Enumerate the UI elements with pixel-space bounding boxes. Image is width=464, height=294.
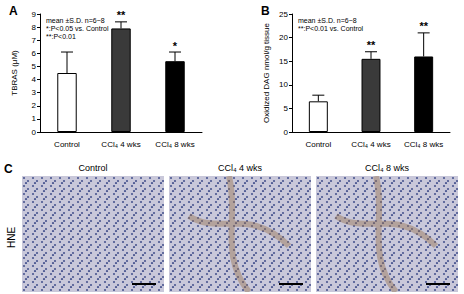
svg-text:CCl₄ 4 wks: CCl₄ 4 wks	[351, 140, 390, 149]
svg-text:2: 2	[32, 101, 37, 110]
svg-text:**: **	[367, 39, 376, 51]
svg-text:CCl₄ 8 wks: CCl₄ 8 wks	[404, 140, 443, 149]
html-text:C: C	[4, 162, 13, 176]
svg-text:25: 25	[279, 10, 288, 19]
svg-text:4: 4	[32, 75, 37, 84]
svg-text:7: 7	[32, 36, 37, 45]
svg-text:8: 8	[32, 23, 37, 32]
svg-text:**:P<0.01: **:P<0.01	[46, 33, 76, 40]
svg-text:Oxidized DAG nmol/g tissue: Oxidized DAG nmol/g tissue	[262, 22, 271, 123]
svg-text:**: **	[419, 20, 428, 32]
svg-text:A: A	[9, 4, 18, 18]
svg-text:5: 5	[32, 62, 37, 71]
svg-text:Control: Control	[305, 140, 331, 149]
html-text:CCl₄ 8 wks: CCl₄ 8 wks	[364, 163, 410, 173]
svg-text:10: 10	[279, 80, 288, 89]
svg-text:9: 9	[32, 10, 37, 19]
svg-text:TBRAS (μM): TBRAS (μM)	[10, 50, 19, 96]
svg-text:3: 3	[32, 88, 37, 97]
svg-text:*:P<0.05 vs. Control: *:P<0.05 vs. Control	[46, 25, 109, 32]
svg-text:B: B	[261, 4, 270, 18]
svg-text:20: 20	[279, 33, 288, 42]
svg-text:15: 15	[279, 57, 288, 66]
svg-text:mean ±S.D. n=6~8: mean ±S.D. n=6~8	[46, 17, 105, 24]
svg-text:Control: Control	[54, 140, 80, 149]
svg-text:mean ±S.D. n=6~8: mean ±S.D. n=6~8	[298, 17, 357, 24]
html-text:Control: Control	[78, 163, 108, 173]
svg-text:0: 0	[284, 128, 289, 137]
svg-text:CCl₄ 4 wks: CCl₄ 4 wks	[101, 140, 140, 149]
svg-text:1: 1	[32, 114, 37, 123]
svg-text:6: 6	[32, 49, 37, 58]
html-text:CCl₄ 4 wks: CCl₄ 4 wks	[217, 163, 263, 173]
svg-text:5: 5	[284, 104, 289, 113]
svg-text:**:P<0.01 vs. Control: **:P<0.01 vs. Control	[298, 25, 364, 32]
svg-text:*: *	[173, 40, 178, 52]
svg-text:**: **	[117, 9, 126, 21]
svg-text:0: 0	[32, 128, 37, 137]
svg-text:CCl₄ 8 wks: CCl₄ 8 wks	[155, 140, 194, 149]
html-text:HNE: HNE	[6, 226, 17, 248]
